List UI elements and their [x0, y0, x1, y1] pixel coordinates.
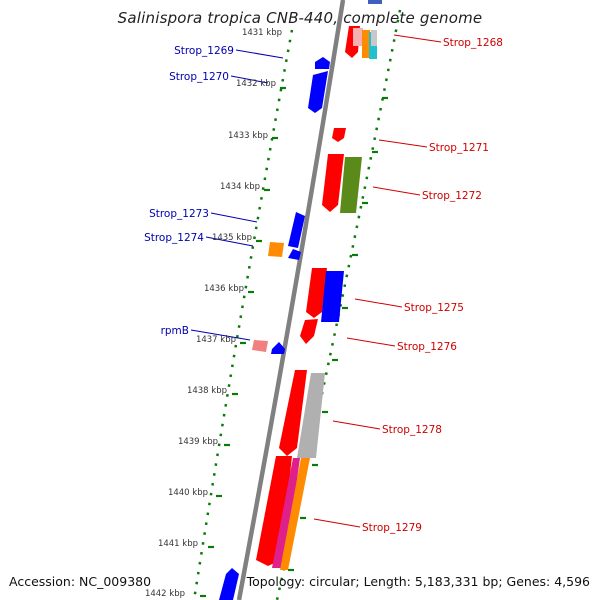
- gene-strop-1272-olive[interactable]: [340, 157, 362, 213]
- ruler-label: 1435 kbp: [212, 233, 252, 243]
- gene-strop-1275-blue[interactable]: [321, 271, 344, 322]
- leader-rpmb: [190, 329, 251, 341]
- accession-text: Accession: NC_009380: [9, 574, 152, 589]
- leader-strop-1279: [313, 518, 361, 528]
- gene-strop-1268-orange[interactable]: [362, 30, 370, 58]
- gene-strop-1271[interactable]: [332, 128, 346, 142]
- gene-strop-1274[interactable]: [268, 242, 284, 257]
- ruler-minor-ticks: [200, 86, 388, 598]
- left-gene-labels: Strop_1269 Strop_1270 Strop_1273 Strop_1…: [144, 45, 234, 337]
- ruler-labels: 1431 kbp 1432 kbp 1433 kbp 1434 kbp 1435…: [145, 28, 282, 599]
- ruler-label: 1437 kbp: [196, 335, 236, 345]
- gene-strop-1270[interactable]: [308, 71, 328, 113]
- gene-label-strop-1270[interactable]: Strop_1270: [169, 71, 229, 83]
- gene-bottom-edge-blue[interactable]: [219, 568, 239, 600]
- gene-label-strop-1271[interactable]: Strop_1271: [429, 142, 489, 154]
- ruler-label: 1431 kbp: [242, 28, 282, 38]
- gene-strop-1279-orange[interactable]: [280, 458, 310, 570]
- gene-strop-1273[interactable]: [288, 212, 305, 248]
- gene-strop-1279-magenta[interactable]: [272, 458, 300, 568]
- gene-strop-1278-red[interactable]: [279, 370, 307, 456]
- gene-label-strop-1278[interactable]: Strop_1278: [382, 424, 442, 436]
- ruler-label: 1432 kbp: [236, 79, 276, 89]
- gene-label-strop-1268[interactable]: Strop_1268: [443, 37, 503, 49]
- gene-top-edge-blue[interactable]: [368, 0, 382, 4]
- gene-strop-1272-red[interactable]: [322, 154, 344, 212]
- gene-label-strop-1275[interactable]: Strop_1275: [404, 302, 464, 314]
- ruler-label: 1440 kbp: [168, 488, 208, 498]
- ruler-label: 1433 kbp: [228, 131, 268, 141]
- gene-label-rpmb[interactable]: rpmB: [161, 325, 189, 337]
- gene-strop-1269[interactable]: [315, 57, 330, 69]
- left-label-leaders: [190, 49, 284, 341]
- leader-strop-1268: [393, 34, 442, 43]
- ruler-label: 1439 kbp: [178, 437, 218, 447]
- right-label-leaders: [313, 34, 442, 528]
- leader-strop-1273: [210, 212, 258, 223]
- ruler-label: 1436 kbp: [204, 284, 244, 294]
- genome-backbone: [236, 0, 346, 600]
- ruler-label: 1434 kbp: [220, 182, 260, 192]
- gene-strop-1268-pink[interactable]: [353, 28, 363, 46]
- leader-strop-1270: [230, 75, 269, 84]
- leader-strop-1272: [372, 186, 421, 196]
- gene-strop-1278-grey[interactable]: [297, 373, 325, 458]
- topology-text: Topology: circular; Length: 5,183,331 bp…: [246, 574, 590, 589]
- gene-label-strop-1269[interactable]: Strop_1269: [174, 45, 234, 57]
- gene-label-strop-1273[interactable]: Strop_1273: [149, 208, 209, 220]
- map-title: Salinispora tropica CNB-440, complete ge…: [117, 9, 483, 27]
- gene-label-strop-1276[interactable]: Strop_1276: [397, 341, 457, 353]
- ruler-label: 1441 kbp: [158, 539, 198, 549]
- gene-label-strop-1274[interactable]: Strop_1274: [144, 232, 204, 244]
- ruler-track-left: [192, 29, 294, 600]
- gene-label-strop-1272[interactable]: Strop_1272: [422, 190, 482, 202]
- ruler-label: 1438 kbp: [187, 386, 227, 396]
- gene-strop-1268-grey[interactable]: [371, 30, 377, 46]
- gene-strop-1275-red[interactable]: [306, 268, 327, 318]
- gene-strop-1273b[interactable]: [288, 249, 301, 260]
- gene-strop-1276[interactable]: [300, 319, 318, 344]
- right-gene-labels: Strop_1268 Strop_1271 Strop_1272 Strop_1…: [362, 37, 503, 534]
- leader-strop-1278: [332, 420, 381, 430]
- leader-strop-1275: [354, 298, 403, 308]
- gene-rpmb-blue[interactable]: [271, 342, 285, 354]
- ruler-label: 1442 kbp: [145, 589, 185, 599]
- leader-strop-1276: [346, 337, 396, 347]
- gene-rpmb-pink[interactable]: [252, 340, 268, 352]
- leader-strop-1274: [205, 236, 254, 247]
- ruler-dotted-line-left: [192, 29, 294, 600]
- gene-label-strop-1279[interactable]: Strop_1279: [362, 522, 422, 534]
- leader-strop-1269: [235, 49, 284, 59]
- leader-strop-1271: [378, 139, 428, 148]
